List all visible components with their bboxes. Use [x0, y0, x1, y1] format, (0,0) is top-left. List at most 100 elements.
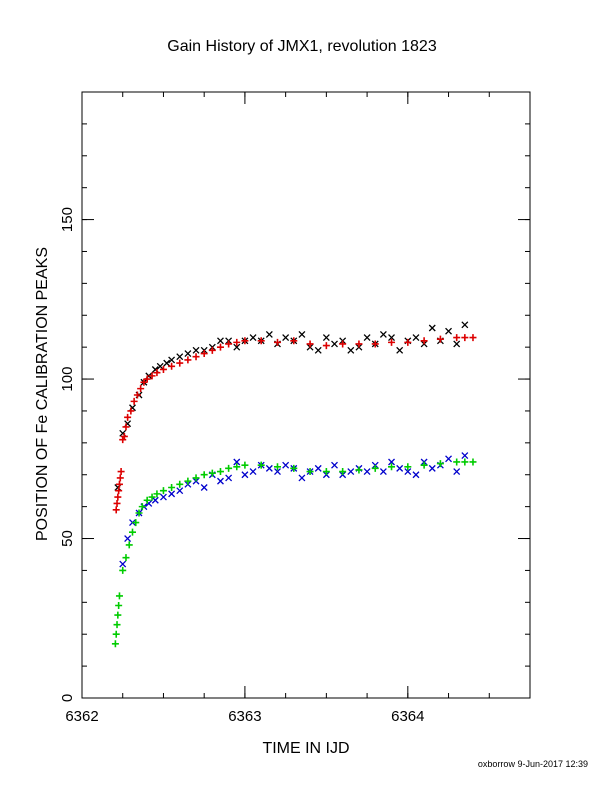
- data-point: [143, 496, 151, 504]
- data-point: [355, 466, 363, 474]
- data-point: [137, 385, 145, 393]
- data-point: [322, 342, 330, 350]
- data-point: [461, 321, 469, 329]
- data-point: [412, 334, 420, 342]
- data-point: [176, 353, 184, 361]
- data-point: [233, 338, 241, 346]
- data-point: [200, 484, 208, 491]
- data-point: [241, 461, 249, 469]
- chart-title: Gain History of JMX1, revolution 1823: [167, 38, 437, 55]
- data-point: [282, 461, 290, 469]
- series-1: [112, 334, 477, 514]
- data-point: [225, 340, 233, 348]
- data-point: [273, 338, 281, 346]
- data-point: [114, 611, 122, 619]
- data-point: [428, 324, 436, 332]
- series-3: [111, 458, 477, 648]
- data-point: [132, 519, 140, 527]
- data-point: [184, 477, 192, 485]
- data-point: [436, 460, 444, 468]
- data-point: [420, 461, 428, 469]
- data-point: [200, 471, 208, 479]
- data-point: [453, 468, 461, 476]
- data-point: [115, 487, 123, 495]
- data-point: [112, 630, 120, 638]
- data-point: [379, 330, 387, 338]
- data-point: [216, 343, 224, 351]
- data-point: [140, 378, 148, 386]
- data-point: [274, 468, 281, 476]
- data-point: [339, 340, 347, 348]
- data-point: [119, 566, 127, 574]
- data-point: [331, 461, 338, 469]
- data-point: [363, 468, 371, 476]
- y-axis-label: POSITION OF Fe CALIBRATION PEAKS: [34, 247, 51, 541]
- data-point: [265, 464, 273, 472]
- marks-layer: [111, 321, 477, 648]
- data-point: [125, 541, 133, 549]
- data-point: [208, 346, 216, 354]
- data-point: [306, 340, 314, 348]
- data-point: [124, 535, 132, 542]
- data-point: [127, 407, 135, 415]
- data-point: [159, 487, 167, 495]
- data-point: [445, 327, 453, 335]
- data-point: [176, 487, 184, 495]
- data-point: [461, 452, 469, 460]
- data-point: [290, 464, 298, 472]
- y-tick-label: 100: [59, 367, 76, 392]
- data-point: [133, 391, 141, 399]
- data-point: [363, 334, 371, 342]
- data-point: [163, 359, 171, 367]
- data-point: [298, 330, 306, 338]
- data-point: [153, 490, 161, 498]
- footer-stamp: oxborrow 9-Jun-2017 12:39: [478, 759, 588, 769]
- data-point: [420, 337, 428, 345]
- data-point: [148, 372, 156, 380]
- data-point: [192, 353, 200, 361]
- data-point: [322, 468, 330, 476]
- y-tick-label: 0: [59, 694, 76, 702]
- data-point: [148, 493, 156, 501]
- data-point: [233, 458, 241, 466]
- y-tick-label: 50: [59, 530, 76, 547]
- data-point: [115, 602, 123, 610]
- x-tick-label: 6362: [65, 708, 98, 725]
- data-point: [176, 359, 184, 367]
- data-point: [412, 471, 420, 479]
- data-point: [113, 621, 121, 629]
- data-point: [314, 346, 322, 354]
- data-point: [115, 592, 123, 600]
- data-point: [453, 334, 461, 342]
- data-point: [176, 480, 184, 488]
- data-point: [388, 458, 395, 466]
- data-point: [111, 640, 119, 648]
- data-point: [124, 413, 132, 421]
- data-point: [225, 464, 233, 472]
- data-point: [217, 337, 224, 345]
- data-point: [298, 474, 306, 482]
- data-point: [388, 334, 395, 342]
- data-point: [156, 362, 164, 370]
- data-point: [273, 463, 281, 471]
- data-point: [290, 337, 298, 345]
- data-point: [469, 458, 477, 466]
- data-point: [233, 463, 241, 471]
- data-point: [453, 340, 461, 348]
- data-point: [143, 375, 151, 383]
- plot-frame: [81, 91, 531, 699]
- data-point: [404, 338, 412, 346]
- data-point: [225, 474, 233, 482]
- data-point: [347, 346, 355, 354]
- x-axis-label: TIME IN IJD: [262, 740, 349, 757]
- data-point: [249, 468, 257, 476]
- data-point: [115, 480, 123, 488]
- data-point: [355, 340, 363, 348]
- data-point: [217, 477, 224, 485]
- data-point: [322, 334, 330, 342]
- data-point: [168, 490, 176, 498]
- data-point: [233, 343, 241, 351]
- data-point: [461, 334, 469, 342]
- data-point: [120, 432, 128, 440]
